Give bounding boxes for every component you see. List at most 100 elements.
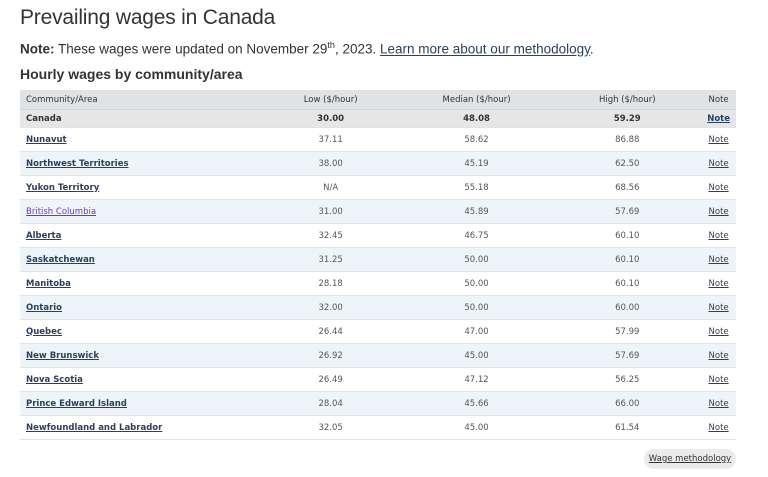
cell-high-wage: 57.99: [553, 319, 702, 344]
note-link[interactable]: Note: [708, 374, 729, 385]
cell-high-wage: 66.00: [553, 391, 702, 416]
cell-note: Note: [701, 391, 736, 416]
cell-note: Note: [701, 415, 736, 440]
cell-median-wage: 46.75: [399, 223, 554, 248]
header-high: High ($/hour): [553, 90, 702, 110]
table-row: Yukon Territory N/A 55.18 68.56 Note: [20, 175, 736, 200]
cell-low-wage: 31.25: [261, 247, 400, 272]
note-link[interactable]: Note: [708, 254, 729, 265]
cell-note: Note: [701, 223, 736, 248]
update-note: Note: These wages were updated on Novemb…: [20, 40, 594, 57]
community-area-link[interactable]: Nova Scotia: [26, 374, 83, 385]
cell-community-area: Ontario: [20, 295, 262, 320]
cell-low-wage: 38.00: [261, 151, 400, 176]
cell-high-wage: 61.54: [553, 415, 702, 440]
note-end: .: [589, 41, 594, 57]
note-link[interactable]: Note: [708, 278, 729, 289]
wages-table: Community/Area Low ($/hour) Median ($/ho…: [20, 90, 736, 440]
cell-median-wage: 50.00: [399, 295, 554, 320]
cell-community-area: Manitoba: [20, 271, 262, 296]
cell-community-area: British Columbia: [20, 199, 262, 224]
note-date-suffix: th: [327, 40, 335, 50]
cell-community-area: Alberta: [20, 223, 262, 248]
cell-note: Note: [701, 295, 736, 320]
table-row: British Columbia 31.00 45.89 57.69 Note: [20, 199, 736, 224]
note-link[interactable]: Note: [708, 182, 729, 193]
note-label: Note:: [20, 41, 55, 57]
cell-median-wage: 45.89: [399, 199, 554, 224]
cell-community-area: New Brunswick: [20, 343, 262, 368]
table-row: Ontario 32.00 50.00 60.00 Note: [20, 295, 736, 320]
note-link[interactable]: Note: [708, 158, 729, 169]
cell-median-wage: 47.12: [399, 367, 554, 392]
note-link[interactable]: Note: [708, 206, 729, 217]
community-area-link[interactable]: New Brunswick: [26, 350, 99, 361]
cell-high-wage: 60.10: [553, 271, 702, 296]
note-link[interactable]: Note: [708, 350, 729, 361]
note-link[interactable]: Note: [708, 422, 729, 433]
cell-median-wage: 50.00: [399, 271, 554, 296]
table-row: Alberta 32.45 46.75 60.10 Note: [20, 223, 736, 248]
cell-median-wage: 45.66: [399, 391, 554, 416]
cell-median-wage: 50.00: [399, 247, 554, 272]
community-area-link[interactable]: Ontario: [26, 302, 63, 313]
table-row: New Brunswick 26.92 45.00 57.69 Note: [20, 343, 736, 368]
community-area-link[interactable]: Northwest Territories: [26, 158, 129, 169]
header-median: Median ($/hour): [399, 90, 554, 110]
note-link[interactable]: Note: [708, 302, 729, 313]
cell-note: Note: [701, 271, 736, 296]
cell-low-wage: 32.05: [261, 415, 400, 440]
community-area-link[interactable]: Prince Edward Island: [26, 398, 127, 409]
cell-high-wage: 60.00: [553, 295, 702, 320]
cell-high-wage: 57.69: [553, 199, 702, 224]
note-link[interactable]: Note: [708, 230, 729, 241]
wage-methodology-button[interactable]: Wage methodology: [644, 449, 736, 469]
table-header-row: Community/Area Low ($/hour) Median ($/ho…: [20, 90, 736, 110]
community-area-link[interactable]: Yukon Territory: [26, 182, 100, 193]
cell-low-wage: 32.45: [261, 223, 400, 248]
cell-high-wage: 56.25: [553, 367, 702, 392]
cell-low-wage: 37.11: [261, 127, 400, 152]
cell-low-wage: 32.00: [261, 295, 400, 320]
cell-note: Note: [701, 151, 736, 176]
community-area-link[interactable]: Newfoundland and Labrador: [26, 422, 163, 433]
cell-median-wage: 58.62: [399, 127, 554, 152]
community-area-link[interactable]: Nunavut: [26, 134, 67, 145]
cell-note: Note: [701, 175, 736, 200]
cell-low-wage: 26.92: [261, 343, 400, 368]
cell-note: Note: [701, 127, 736, 152]
note-link[interactable]: Note: [707, 113, 730, 124]
table-row: Northwest Territories 38.00 45.19 62.50 Note: [20, 151, 736, 176]
cell-community-area: Canada: [20, 109, 262, 128]
cell-high-wage: 60.10: [553, 223, 702, 248]
cell-low-wage: 30.00: [261, 109, 400, 128]
cell-community-area: Quebec: [20, 319, 262, 344]
community-area-link[interactable]: Alberta: [26, 230, 62, 241]
page-title: Prevailing wages in Canada: [20, 6, 276, 29]
cell-median-wage: 45.00: [399, 343, 554, 368]
cell-median-wage: 45.19: [399, 151, 554, 176]
cell-community-area: Northwest Territories: [20, 151, 262, 176]
table-row: Saskatchewan 31.25 50.00 60.10 Note: [20, 247, 736, 272]
cell-community-area: Yukon Territory: [20, 175, 262, 200]
note-link[interactable]: Note: [708, 134, 729, 145]
cell-high-wage: 86.88: [553, 127, 702, 152]
cell-note: Note: [701, 367, 736, 392]
methodology-link[interactable]: Learn more about our methodology: [379, 41, 590, 57]
community-area-link[interactable]: Quebec: [26, 326, 62, 337]
cell-median-wage: 45.00: [399, 415, 554, 440]
cell-high-wage: 59.29: [553, 109, 702, 128]
community-area-link[interactable]: Manitoba: [26, 278, 71, 289]
cell-low-wage: 26.44: [261, 319, 400, 344]
table-row: Nova Scotia 26.49 47.12 56.25 Note: [20, 367, 736, 392]
cell-high-wage: 62.50: [553, 151, 702, 176]
header-low: Low ($/hour): [261, 90, 400, 110]
cell-community-area: Newfoundland and Labrador: [20, 415, 262, 440]
cell-community-area: Prince Edward Island: [20, 391, 262, 416]
community-area-link[interactable]: British Columbia: [26, 206, 97, 217]
cell-note: Note: [701, 247, 736, 272]
note-link[interactable]: Note: [708, 398, 729, 409]
note-link[interactable]: Note: [708, 326, 729, 337]
cell-low-wage: N/A: [261, 175, 400, 200]
community-area-link[interactable]: Saskatchewan: [26, 254, 95, 265]
